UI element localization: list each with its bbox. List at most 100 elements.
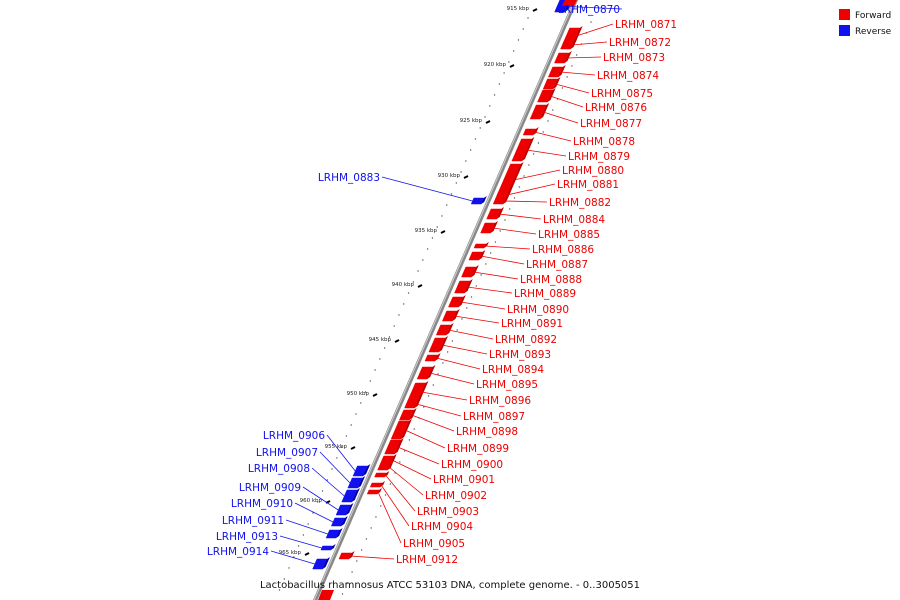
minor-tick [345,435,348,437]
gene-label[interactable]: LRHM_0890 [507,304,569,316]
minor-tick [403,303,405,305]
gene-label[interactable]: LRHM_0878 [573,136,635,148]
gene-feature-shade [570,39,578,49]
gene-leader-line [566,56,602,59]
gene-label[interactable]: LRHM_0887 [526,259,588,271]
minor-tick [503,72,505,74]
tick-mark [417,284,423,288]
gene-label[interactable]: LRHM_0875 [591,88,653,100]
minor-tick [441,215,443,217]
gene-label[interactable]: LRHM_0892 [495,334,557,346]
gene-label[interactable]: LRHM_0912 [396,554,458,566]
gene-label[interactable]: LRHM_0889 [514,288,576,300]
gene-label[interactable]: LRHM_0888 [520,274,582,286]
gene-label[interactable]: LRHM_0883 [318,172,380,184]
gene-leader-line [319,451,351,484]
gene-label[interactable]: LRHM_0881 [557,179,619,191]
gene-feature[interactable] [320,545,334,551]
minor-tick [374,369,376,371]
minor-tick [552,109,554,111]
gene-feature-shade [452,309,460,321]
gene-label[interactable]: LRHM_0913 [216,531,278,543]
gene-label[interactable]: LRHM_0880 [562,165,624,177]
minor-tick [417,270,419,272]
gene-label[interactable]: LRHM_0893 [489,349,551,361]
minor-tick [466,307,468,309]
minor-tick [375,516,377,518]
gene-label[interactable]: LRHM_0872 [609,37,671,49]
gene-label[interactable]: LRHM_0902 [425,490,487,502]
gene-label[interactable]: LRHM_0885 [538,229,600,241]
gene-feature-shade [533,127,539,135]
minor-tick [369,380,372,382]
minor-tick [398,314,400,316]
gene-label[interactable]: LRHM_0897 [463,411,525,423]
minor-tick [297,545,300,547]
tick-mark [532,8,538,12]
gene-leader-line [555,83,590,94]
minor-tick [494,241,497,243]
gene-label[interactable]: LRHM_0899 [447,443,509,455]
gene-label[interactable]: LRHM_0910 [231,498,293,510]
legend-forward-label: Forward [855,11,891,21]
gene-label[interactable]: LRHM_0906 [263,430,325,442]
minor-tick [426,248,429,250]
gene-label[interactable]: LRHM_0870 [558,4,620,16]
gene-label[interactable]: LRHM_0895 [476,379,538,391]
gene-feature-shade [351,488,360,502]
gene-feature-shade [458,295,466,307]
minor-tick [312,512,314,514]
gene-label[interactable]: LRHM_0903 [417,506,479,518]
minor-tick [356,560,358,562]
gene-label[interactable]: LRHM_0871 [615,19,677,31]
gene-label[interactable]: LRHM_0907 [256,447,318,459]
gene-label[interactable]: LRHM_0901 [433,474,495,486]
gene-feature[interactable] [366,489,380,495]
minor-tick [460,171,462,173]
gene-label[interactable]: LRHM_0904 [411,521,473,533]
minor-tick [288,567,290,569]
gene-label[interactable]: LRHM_0905 [403,538,465,550]
minor-tick [389,483,392,485]
minor-tick [475,285,478,287]
gene-label[interactable]: LRHM_0877 [580,118,642,130]
gene-label[interactable]: LRHM_0884 [543,214,605,226]
gene-label[interactable]: LRHM_0911 [222,515,284,527]
gene-feature[interactable] [369,482,383,488]
minor-tick [470,296,473,298]
gene-leader-line [285,519,328,535]
gene-label[interactable]: LRHM_0891 [501,318,563,330]
minor-tick [350,424,352,426]
tick-label: 960 kbp [300,498,323,504]
gene-label[interactable]: LRHM_0873 [603,52,665,64]
gene-label[interactable]: LRHM_0874 [597,70,659,82]
gene-leader-line [549,95,584,108]
gene-leader-line [302,486,339,511]
gene-label[interactable]: LRHM_0882 [549,197,611,209]
gene-label[interactable]: LRHM_0900 [441,459,503,471]
gene-label[interactable]: LRHM_0894 [482,364,544,376]
gene-leader-line [416,403,462,417]
minor-tick [527,17,529,19]
gene-label[interactable]: LRHM_0908 [248,463,310,475]
gene-label[interactable]: LRHM_0896 [469,395,531,407]
gene-label[interactable]: LRHM_0909 [239,482,301,494]
gene-label[interactable]: LRHM_0898 [456,426,518,438]
gene-feature-shade [481,196,487,204]
gene-feature[interactable] [374,472,387,478]
minor-tick [489,252,492,254]
gene-leader-line [460,301,506,310]
gene-label[interactable]: LRHM_0886 [532,244,594,256]
tick-mark [509,64,515,68]
minor-tick [537,142,540,144]
gene-feature-shade [387,462,394,470]
gene-feature[interactable] [473,243,487,249]
gene-label[interactable]: LRHM_0914 [207,546,269,558]
tick-label: 965 kbp [279,550,302,556]
gene-label[interactable]: LRHM_0876 [585,102,647,114]
tick-mark [463,175,469,179]
gene-label[interactable]: LRHM_0879 [568,151,630,163]
gene-leader-line [467,286,513,294]
gene-leader-line [504,200,548,203]
tick-label: 915 kbp [507,6,530,12]
